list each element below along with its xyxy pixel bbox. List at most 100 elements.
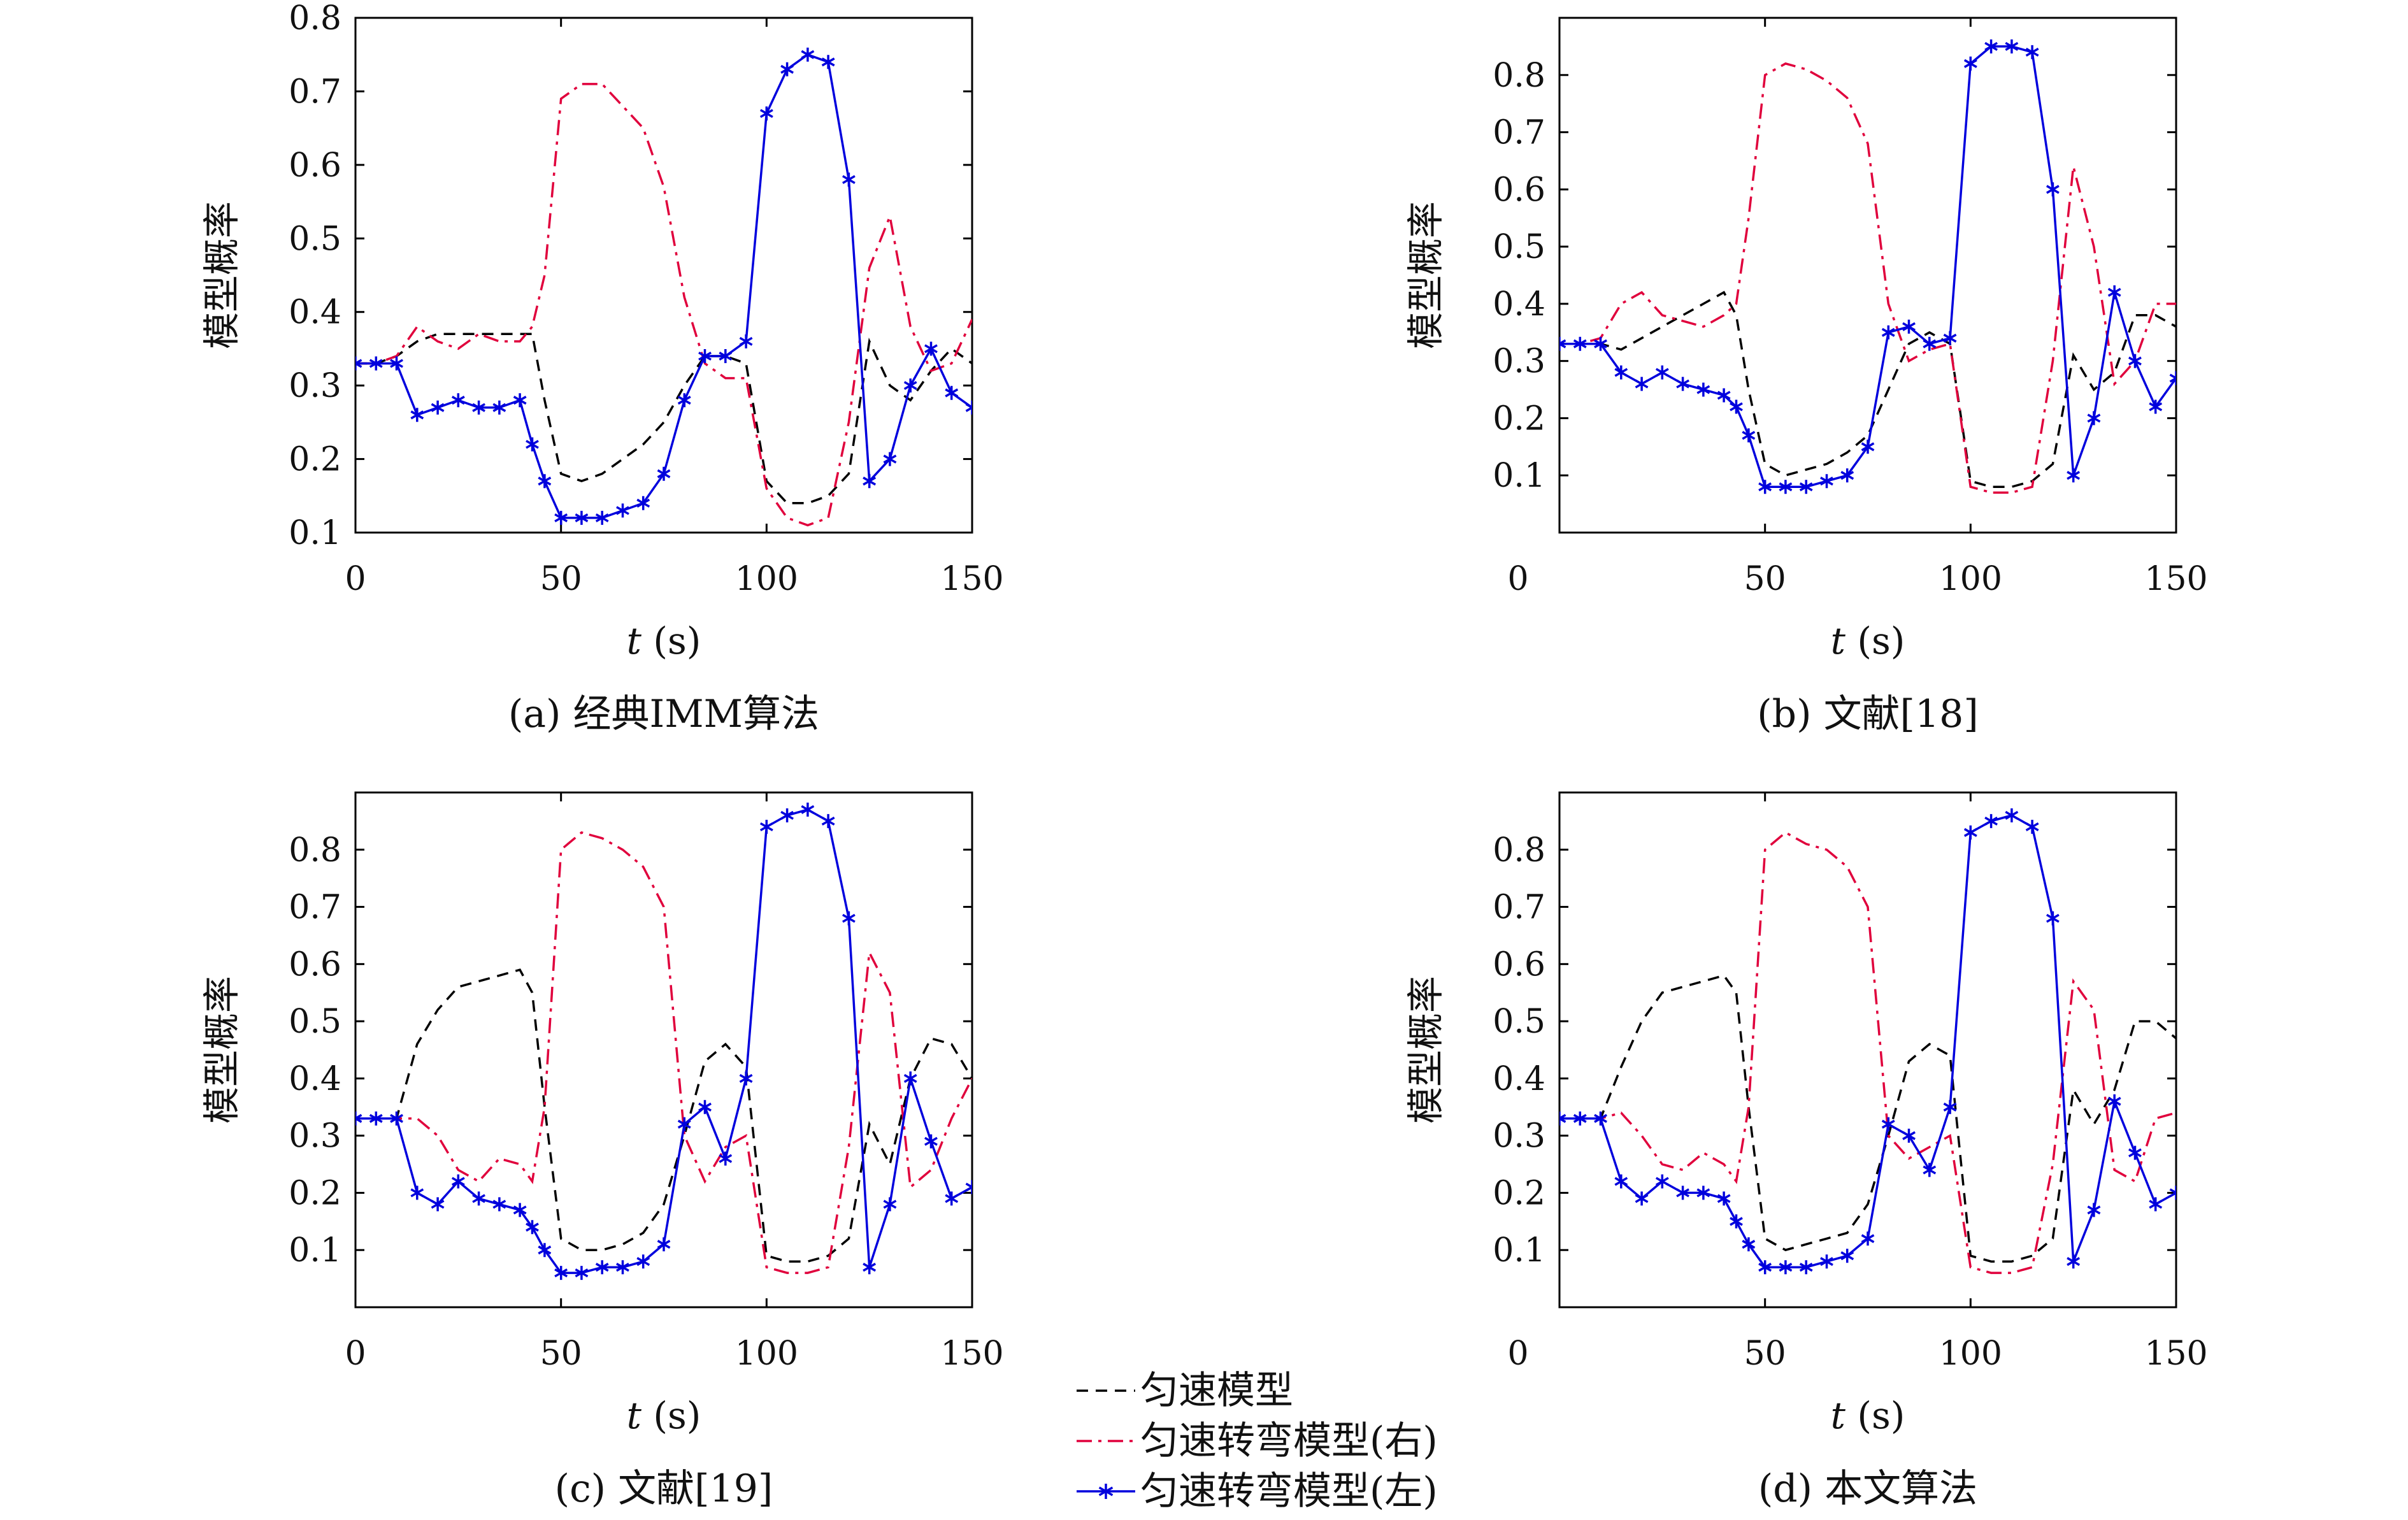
data-point-marker [2107, 285, 2121, 299]
x-tick-label: 0 [1507, 1335, 1528, 1373]
data-point-marker [616, 503, 629, 518]
data-point-marker [554, 1266, 568, 1280]
y-tick-label: 0.7 [1493, 114, 1545, 152]
data-point-marker [369, 1111, 383, 1126]
y-tick-label: 0.1 [289, 1231, 341, 1270]
data-point-marker [2005, 808, 2019, 822]
legend-item: 匀速转弯模型(右) [1077, 1419, 1438, 1463]
data-point-marker [390, 1111, 403, 1126]
panel-caption: (a) 经典IMM算法 [508, 692, 819, 736]
series-line [355, 333, 972, 505]
data-point-marker [945, 385, 959, 400]
data-point-marker [821, 814, 835, 828]
data-point-marker [1635, 376, 1649, 391]
data-point-marker [526, 1220, 539, 1235]
data-point-marker [1635, 1191, 1649, 1206]
plot-frame [1558, 791, 2177, 1308]
data-point-marker [2128, 354, 2142, 368]
data-point-marker [1963, 825, 1977, 840]
data-point-marker [1655, 1174, 1669, 1189]
data-point-marker [903, 1071, 917, 1086]
data-point-marker [1799, 1260, 1813, 1275]
series-line [355, 53, 972, 519]
data-point-marker [410, 408, 424, 422]
data-point-marker [965, 400, 972, 415]
y-tick-label: 0.4 [1493, 1060, 1545, 1098]
data-point-marker [657, 466, 671, 481]
series-line [355, 968, 972, 1263]
x-tick-label: 0 [345, 1335, 366, 1373]
data-point-marker [2046, 911, 2060, 926]
data-point-marker [2025, 819, 2039, 834]
x-tick-label: 150 [2144, 560, 2207, 598]
data-point-marker [1676, 1186, 1689, 1200]
y-tick-label: 0.6 [1493, 945, 1545, 984]
data-point-marker [1758, 1260, 1772, 1275]
y-tick-label: 0.8 [1493, 57, 1545, 95]
x-tick-label: 50 [540, 1335, 582, 1373]
data-point-marker [575, 510, 589, 525]
legend-item: 匀速转弯模型(左) [1077, 1469, 1438, 1514]
data-point-marker [2169, 1186, 2176, 1200]
x-tick-label: 150 [2144, 1335, 2207, 1373]
data-point-marker [2025, 45, 2039, 59]
x-axis-title: t (s) [627, 619, 701, 663]
data-point-marker [2067, 468, 2081, 483]
data-point-marker [2087, 411, 2101, 426]
data-point-marker [492, 400, 506, 415]
series-line [1559, 974, 2176, 1263]
data-point-marker [1655, 365, 1669, 380]
data-point-marker [657, 1237, 671, 1252]
x-tick-label: 50 [1744, 1335, 1786, 1373]
data-point-marker [1573, 1111, 1587, 1126]
y-tick-label: 0.3 [1493, 343, 1545, 381]
data-point-marker [390, 356, 403, 371]
data-point-marker [538, 1243, 552, 1258]
data-point-marker [863, 474, 877, 489]
y-tick-label: 0.2 [289, 441, 341, 479]
data-point-marker [1840, 1249, 1854, 1263]
data-point-marker [595, 1260, 609, 1275]
data-point-marker [801, 802, 815, 817]
data-point-marker [1984, 814, 1998, 828]
data-point-marker [616, 1260, 629, 1275]
data-point-marker [780, 62, 794, 76]
data-point-marker [1881, 1117, 1895, 1131]
data-point-marker [492, 1197, 506, 1212]
data-point-marker [1779, 480, 1793, 494]
data-point-marker [1881, 325, 1895, 340]
data-point-marker [2107, 1094, 2121, 1108]
y-tick-label: 0.7 [1493, 889, 1545, 927]
y-tick-label: 0.1 [289, 514, 341, 552]
data-point-marker [1984, 39, 1998, 54]
data-point-marker [739, 334, 753, 348]
x-tick-label: 0 [1507, 560, 1528, 598]
y-axis-title: 模型概率 [200, 976, 243, 1124]
y-tick-label: 0.4 [1493, 285, 1545, 324]
data-point-marker [1559, 1111, 1566, 1126]
plot-frame [354, 791, 973, 1308]
plot-frame [354, 17, 973, 534]
data-point-marker [636, 496, 650, 510]
data-point-marker [472, 1191, 485, 1206]
y-tick-label: 0.1 [1493, 457, 1545, 495]
data-point-marker [526, 437, 539, 452]
data-point-marker [698, 1100, 712, 1114]
data-point-marker [1696, 382, 1710, 397]
data-point-marker [431, 400, 445, 415]
series-line [1559, 45, 2176, 488]
data-point-marker [1730, 399, 1743, 414]
panel-caption: (d) 本文算法 [1758, 1466, 1977, 1511]
data-point-marker [883, 452, 897, 466]
data-point-marker [2046, 182, 2060, 197]
x-tick-label: 100 [1939, 1335, 2002, 1373]
legend-item: 匀速模型 [1077, 1368, 1293, 1413]
data-point-marker [903, 378, 917, 393]
x-tick-label: 50 [540, 560, 582, 598]
data-point-marker [759, 819, 773, 834]
y-tick-label: 0.7 [289, 889, 341, 927]
data-point-marker [821, 55, 835, 69]
data-point-marker [1730, 1214, 1743, 1229]
legend-label: 匀速转弯模型(右) [1140, 1419, 1438, 1463]
